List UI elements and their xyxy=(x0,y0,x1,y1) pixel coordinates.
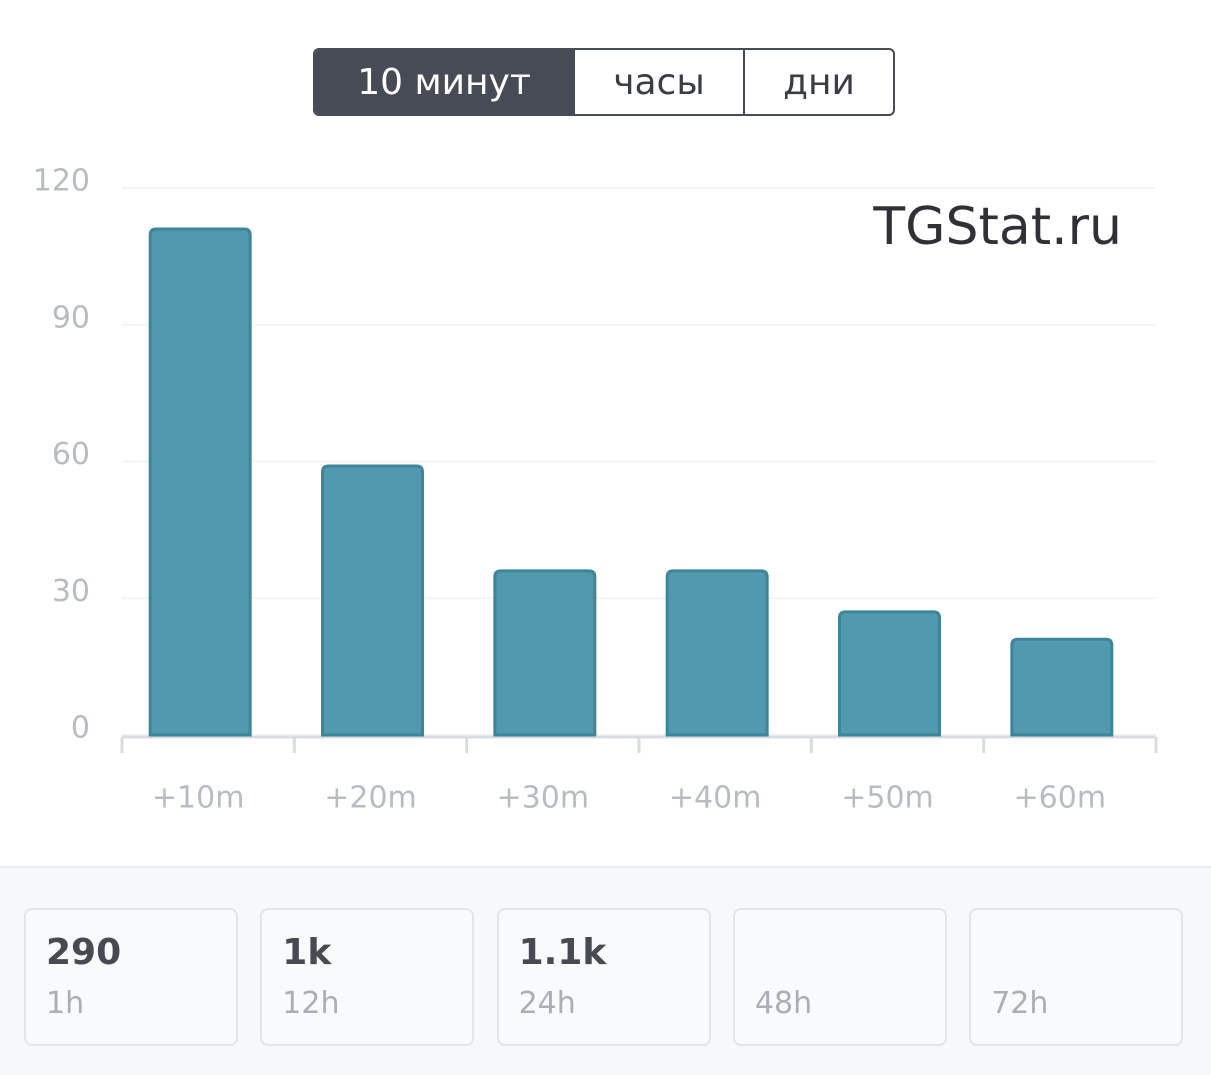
watermark: TGStat.ru xyxy=(872,197,1122,257)
stat-label: 48h xyxy=(754,986,813,1021)
bar xyxy=(321,464,424,737)
y-tick-label: 60 xyxy=(52,437,90,472)
stat-value: 290 xyxy=(46,932,122,973)
stats-panel: 290 1h 1k 12h 1.1k 24h 48h 72h xyxy=(0,866,1211,1075)
bar xyxy=(838,610,941,737)
stat-card[interactable]: 290 1h xyxy=(24,908,238,1046)
chart: TGStat.ru 0 30 60 90 120 +10m +20m +30m +40m +50m… xyxy=(33,164,1158,816)
stat-card[interactable]: 72h xyxy=(969,908,1184,1046)
y-tick-label: 90 xyxy=(52,300,90,335)
y-tick-label: 30 xyxy=(52,574,90,609)
stat-card[interactable]: 1.1k 24h xyxy=(496,908,711,1046)
tab-group: 10 минут часы дни xyxy=(313,48,895,116)
bar xyxy=(493,569,597,737)
x-tick-label: +40m xyxy=(669,781,762,816)
x-tick-label: +10m xyxy=(152,781,245,816)
x-tick-label: +60m xyxy=(1014,781,1107,816)
tab[interactable]: 10 минут xyxy=(315,50,573,114)
stat-value: 1.1k xyxy=(518,932,607,973)
stat-value: 1k xyxy=(282,932,332,973)
x-tick-label: +30m xyxy=(497,781,590,816)
bar xyxy=(665,569,769,737)
stat-card[interactable]: 48h xyxy=(732,908,947,1046)
bar xyxy=(148,227,252,737)
stat-label: 72h xyxy=(991,986,1049,1021)
stat-label: 12h xyxy=(282,986,340,1021)
tab[interactable]: дни xyxy=(743,50,893,114)
tab[interactable]: часы xyxy=(573,50,743,114)
bar xyxy=(1010,637,1114,737)
x-tick-label: +20m xyxy=(324,781,417,816)
stat-label: 24h xyxy=(518,986,576,1021)
stat-card[interactable]: 1k 12h xyxy=(260,908,475,1046)
x-tick-label: +50m xyxy=(841,781,934,816)
y-tick-label: 0 xyxy=(71,711,90,746)
stat-label: 1h xyxy=(46,986,85,1021)
y-tick-label: 120 xyxy=(33,164,90,199)
